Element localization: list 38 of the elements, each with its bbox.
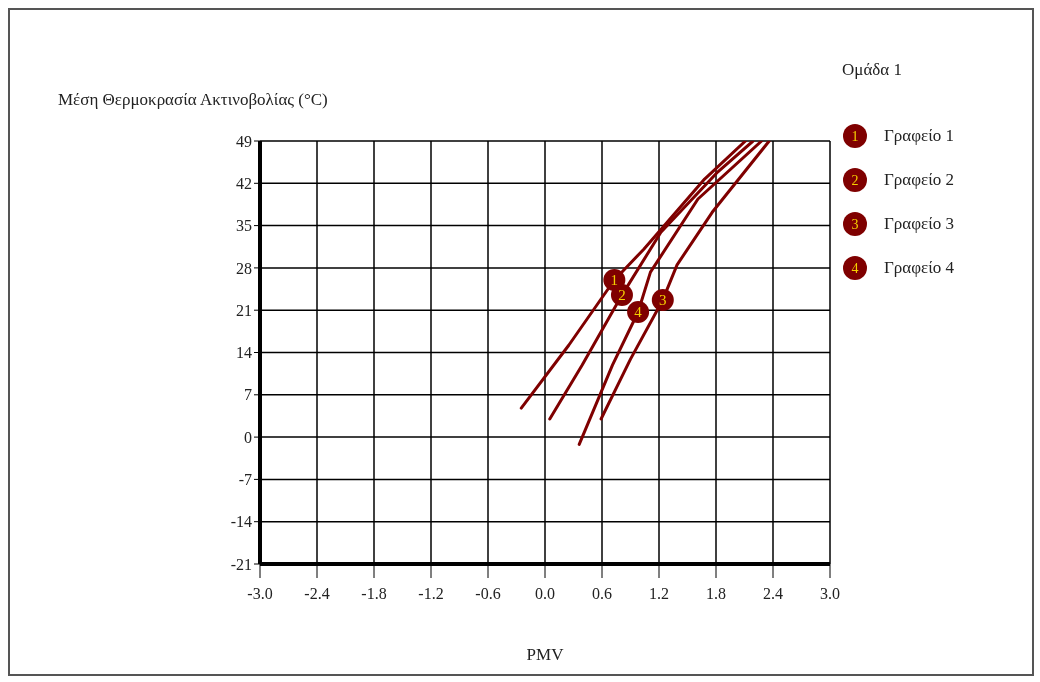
y-tick-label: -7: [238, 471, 252, 489]
legend-label: Γραφείο 3: [884, 214, 954, 234]
text: 4: [851, 261, 859, 276]
x-tick-label: -1.8: [361, 585, 387, 603]
legend-label: Γραφείο 4: [884, 258, 954, 278]
x-tick-label: 1.8: [706, 585, 726, 603]
x-axis-title: PMV: [526, 645, 565, 664]
x-tick-label: 0.0: [535, 585, 555, 603]
y-tick-label: 0: [244, 428, 252, 446]
y-tick-label: 35: [236, 217, 252, 235]
annotation: 4: [634, 304, 643, 321]
legend-title: Ομάδα 1: [842, 60, 903, 80]
legend-label: Γραφείο 2: [884, 170, 954, 190]
y-tick-label: 49: [236, 132, 252, 150]
x-tick-label: 3.0: [820, 585, 840, 603]
x-tick-label: 2.4: [763, 585, 783, 603]
y-tick-label: 28: [236, 259, 252, 277]
x-tick-label: -3.0: [247, 585, 273, 603]
text: 1: [851, 129, 859, 144]
y-tick-label: 7: [244, 386, 252, 404]
legend-label: Γραφείο 1: [884, 126, 954, 146]
y-axis-title: Μέση Θερμοκρασία Ακτινοβολίας (°C): [58, 90, 328, 110]
line-series: [599, 141, 771, 421]
x-tick-label: -1.2: [418, 585, 444, 603]
text: 2: [851, 173, 859, 188]
text: 3: [851, 217, 859, 232]
x-tick-label: 1.2: [649, 585, 669, 603]
y-tick-label: 14: [236, 344, 252, 362]
annotation: 3: [659, 292, 667, 309]
annotation: 1: [610, 272, 619, 289]
y-tick-label: -14: [230, 513, 252, 531]
y-tick-label: 21: [236, 301, 252, 319]
x-tick-label: 0.6: [592, 585, 612, 603]
x-tick-label: -0.6: [475, 585, 501, 603]
y-tick-label: 42: [236, 174, 252, 192]
x-tick-label: -2.4: [304, 585, 330, 603]
y-tick-label: -21: [230, 555, 252, 573]
annotation: 2: [618, 287, 626, 304]
